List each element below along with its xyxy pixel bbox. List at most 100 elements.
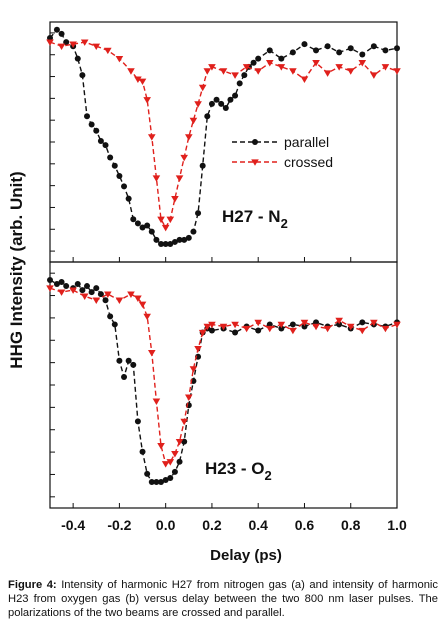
data-point: [312, 60, 320, 67]
data-point: [231, 321, 239, 329]
data-point: [300, 319, 309, 327]
series-parallel: [47, 277, 400, 485]
data-point: [189, 117, 198, 125]
data-point: [208, 64, 216, 71]
data-point: [58, 279, 65, 286]
legend-label: parallel: [284, 134, 329, 150]
data-point: [130, 361, 137, 368]
data-point: [208, 321, 216, 329]
data-point: [93, 285, 100, 292]
data-point: [144, 222, 151, 229]
data-point: [335, 317, 343, 325]
data-point: [198, 329, 207, 337]
data-point: [194, 346, 202, 353]
data-point: [63, 283, 70, 290]
x-tick-label: -0.4: [61, 517, 85, 533]
data-point: [219, 68, 228, 75]
data-point: [125, 357, 132, 364]
data-point: [227, 96, 234, 103]
data-point: [195, 210, 202, 217]
data-point: [236, 80, 243, 87]
data-point: [171, 196, 179, 203]
data-point: [381, 325, 390, 333]
legend-item-crossed: crossed: [232, 154, 333, 170]
data-point: [370, 43, 377, 50]
data-point: [84, 283, 91, 290]
data-point: [232, 329, 239, 336]
caption-text: Intensity of harmonic H27 from nitrogen …: [8, 579, 438, 619]
data-point: [143, 97, 151, 104]
data-point: [69, 287, 77, 294]
caption-label: Figure 4:: [8, 579, 57, 591]
data-point: [231, 72, 239, 79]
data-point: [88, 121, 95, 128]
data-point: [176, 236, 183, 243]
data-point: [250, 59, 257, 66]
data-point: [222, 105, 229, 112]
data-point: [358, 60, 367, 67]
data-point: [130, 216, 137, 223]
data-point: [175, 175, 184, 182]
panel-annotation-subscript: 2: [281, 216, 288, 231]
data-point: [138, 301, 147, 309]
legend-label: crossed: [284, 154, 333, 170]
data-point: [190, 228, 197, 235]
data-point: [157, 442, 165, 450]
legend-marker: [252, 139, 258, 145]
data-point: [102, 142, 109, 149]
data-point: [116, 173, 123, 180]
data-point: [53, 281, 60, 288]
figure-caption: Figure 4: Intensity of harmonic H27 from…: [8, 578, 438, 620]
x-tick-label: -0.2: [107, 517, 131, 533]
data-point: [312, 323, 320, 331]
data-point: [198, 84, 207, 92]
data-point: [370, 72, 378, 79]
data-point: [358, 327, 367, 335]
data-point: [277, 64, 286, 71]
panel-b: H23 - O2: [46, 261, 401, 509]
data-point: [162, 241, 169, 247]
panel-annotation: H27 - N2: [222, 207, 288, 231]
data-point: [255, 327, 262, 334]
legend-item-parallel: parallel: [232, 134, 329, 150]
data-point: [97, 291, 104, 298]
data-point: [58, 30, 65, 37]
data-point: [203, 68, 212, 75]
x-axis-label: Delay (ps): [210, 547, 282, 564]
data-point: [242, 64, 251, 71]
data-point: [147, 350, 156, 357]
data-point: [381, 64, 390, 71]
data-point: [57, 289, 66, 296]
data-point: [115, 55, 124, 63]
data-point: [144, 470, 151, 477]
data-point: [185, 134, 193, 141]
data-point: [289, 49, 296, 56]
data-point: [79, 72, 86, 79]
data-point: [92, 297, 101, 304]
data-point: [336, 321, 343, 328]
data-point: [289, 327, 297, 335]
data-point: [69, 41, 77, 48]
data-point: [323, 325, 332, 333]
data-point: [127, 68, 135, 75]
data-point: [127, 291, 135, 298]
data-point: [102, 297, 109, 304]
data-point: [134, 220, 141, 227]
data-point: [346, 323, 355, 331]
data-point: [104, 47, 112, 55]
data-point: [93, 127, 100, 134]
data-point: [255, 55, 262, 62]
data-point: [152, 175, 161, 182]
data-point: [336, 49, 343, 56]
data-point: [204, 113, 211, 120]
data-point: [171, 451, 179, 458]
data-point: [185, 394, 193, 401]
data-point: [134, 76, 142, 83]
data-point: [125, 195, 132, 202]
data-point: [148, 228, 155, 235]
data-point: [74, 55, 81, 62]
data-point: [382, 47, 389, 54]
data-point: [107, 154, 114, 161]
data-point: [158, 241, 165, 247]
data-point: [134, 418, 141, 425]
